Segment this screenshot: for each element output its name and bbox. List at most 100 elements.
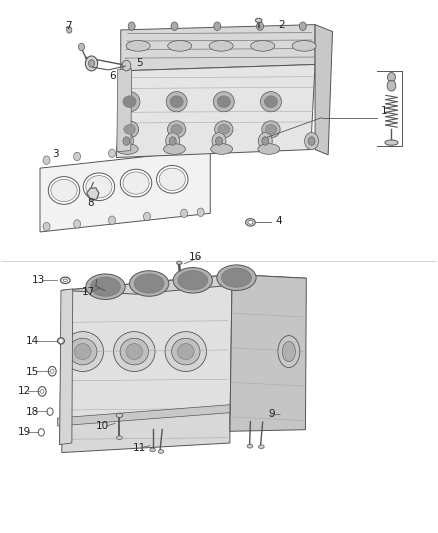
Circle shape [308,137,315,146]
Text: 6: 6 [109,71,116,81]
Circle shape [144,146,150,154]
Ellipse shape [120,169,152,197]
Circle shape [43,156,50,165]
Ellipse shape [134,274,164,293]
Text: 15: 15 [26,367,39,377]
Polygon shape [117,64,315,158]
Circle shape [38,386,46,396]
Polygon shape [87,188,99,200]
Ellipse shape [117,436,122,440]
Ellipse shape [217,265,256,290]
Circle shape [120,133,134,150]
Text: 3: 3 [52,149,59,159]
Ellipse shape [69,338,97,365]
Ellipse shape [159,168,185,190]
Text: 9: 9 [268,409,275,419]
Ellipse shape [119,92,140,112]
Circle shape [387,80,396,91]
Circle shape [128,22,135,30]
Text: 4: 4 [276,216,283,227]
Text: 17: 17 [81,287,95,297]
Polygon shape [230,274,306,431]
Ellipse shape [123,96,136,108]
Ellipse shape [48,176,80,204]
Ellipse shape [173,268,212,293]
Ellipse shape [211,144,233,155]
Circle shape [197,208,204,216]
Ellipse shape [83,173,115,200]
Text: 11: 11 [133,443,146,453]
Ellipse shape [51,179,77,201]
Polygon shape [117,69,132,152]
Ellipse shape [86,175,112,198]
Circle shape [50,369,54,373]
Ellipse shape [170,96,183,108]
Polygon shape [57,405,230,426]
Ellipse shape [385,140,398,146]
Text: 13: 13 [32,276,46,285]
Ellipse shape [247,445,253,448]
Ellipse shape [265,96,278,108]
Circle shape [74,152,81,161]
Ellipse shape [126,41,150,51]
Ellipse shape [116,413,123,417]
Circle shape [59,338,63,344]
Circle shape [212,133,226,150]
Circle shape [43,222,50,231]
Circle shape [74,220,81,228]
Polygon shape [62,407,230,453]
Polygon shape [315,25,332,155]
Circle shape [262,137,269,146]
Ellipse shape [156,165,188,193]
Ellipse shape [57,338,64,344]
Ellipse shape [117,144,138,155]
Circle shape [144,212,150,221]
Ellipse shape [168,41,192,51]
Ellipse shape [222,268,251,287]
Circle shape [257,22,264,30]
Ellipse shape [60,277,70,284]
Circle shape [40,389,44,393]
Text: 1: 1 [381,106,387,116]
Ellipse shape [209,41,233,51]
Ellipse shape [278,336,300,368]
Circle shape [166,133,180,150]
Ellipse shape [255,18,262,22]
Ellipse shape [63,279,67,281]
Ellipse shape [167,121,186,138]
Text: 12: 12 [18,386,32,397]
Ellipse shape [120,338,148,365]
Ellipse shape [158,450,164,454]
Ellipse shape [126,344,143,360]
Ellipse shape [166,92,187,112]
Ellipse shape [177,261,182,264]
Ellipse shape [178,271,208,290]
Text: 18: 18 [26,407,39,417]
Ellipse shape [172,338,200,365]
Circle shape [180,142,187,151]
Polygon shape [60,274,232,445]
Ellipse shape [165,332,207,372]
Text: 8: 8 [87,198,94,208]
Circle shape [214,22,221,30]
Circle shape [180,209,187,217]
Ellipse shape [262,121,280,138]
Circle shape [304,133,318,150]
Ellipse shape [283,342,295,362]
Text: 7: 7 [65,21,72,31]
Circle shape [109,149,116,158]
Circle shape [388,72,396,82]
Circle shape [47,408,53,415]
Ellipse shape [62,332,103,372]
Circle shape [78,43,85,51]
Ellipse shape [246,219,255,226]
Polygon shape [40,150,210,232]
Text: 5: 5 [136,58,143,68]
Ellipse shape [86,274,125,300]
Ellipse shape [130,271,169,296]
Ellipse shape [215,121,233,138]
Ellipse shape [265,125,277,134]
Circle shape [169,137,176,146]
Ellipse shape [292,41,316,51]
Text: 19: 19 [18,427,32,438]
